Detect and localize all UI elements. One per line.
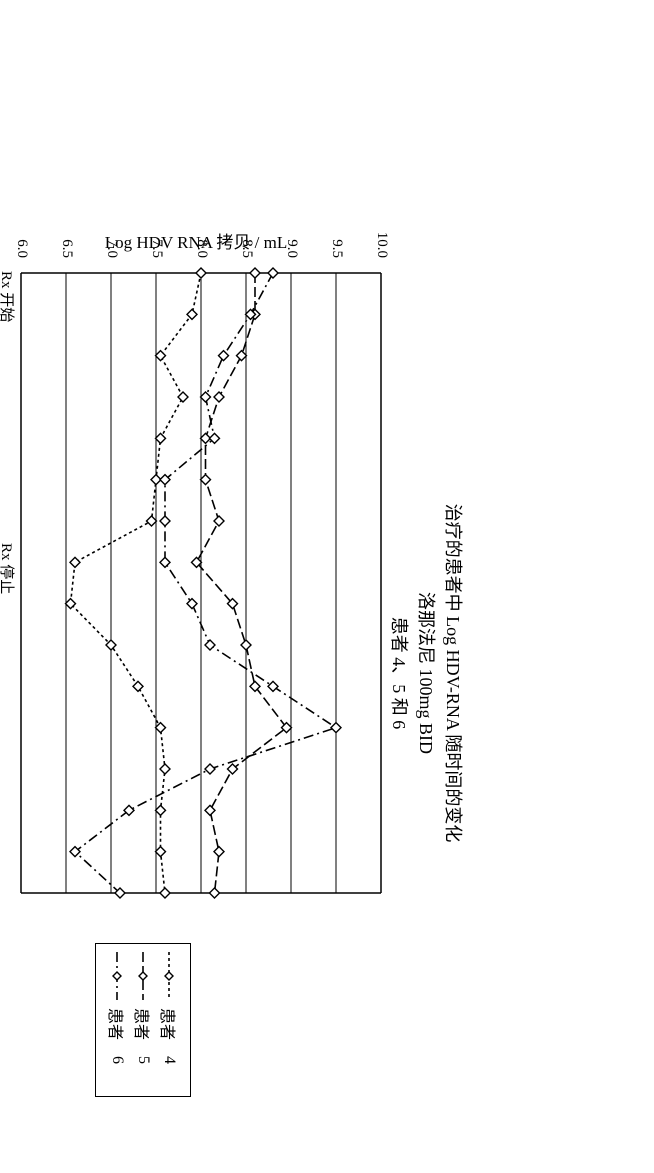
annot-rx-start: Rx 开始 <box>0 271 18 322</box>
chart-svg <box>0 263 386 903</box>
y-tick-label: 8.5 <box>238 218 255 258</box>
chart-panel: 治疗的患者中 Log HDV-RNA 随时间的变化 洛那法尼 100mg BID… <box>0 173 481 1173</box>
title-line-3: 患者 4、5 和 6 <box>385 173 412 1173</box>
y-tick-label: 6.0 <box>13 218 30 258</box>
legend-item: 患者 6 <box>104 950 130 1090</box>
legend-num: 5 <box>134 1040 152 1064</box>
y-tick-label: 9.0 <box>283 218 300 258</box>
chart-titles: 治疗的患者中 Log HDV-RNA 随时间的变化 洛那法尼 100mg BID… <box>385 173 466 1173</box>
y-tick-label: 7.5 <box>148 218 165 258</box>
legend-label: 患者 <box>105 1008 129 1040</box>
plot-area: Rx 开始 Rx 停止 <box>0 263 386 903</box>
legend-label: 患者 <box>157 1008 181 1040</box>
legend-item: 患者 4 <box>156 950 182 1090</box>
legend-label: 患者 <box>131 1008 155 1040</box>
title-line-2: 洛那法尼 100mg BID <box>412 173 439 1173</box>
y-tick-label: 8.0 <box>193 218 210 258</box>
y-tick-label: 10.0 <box>373 218 390 258</box>
legend-num: 4 <box>160 1040 178 1064</box>
title-line-1: 治疗的患者中 Log HDV-RNA 随时间的变化 <box>439 173 466 1173</box>
y-tick-label: 9.5 <box>328 218 345 258</box>
y-tick-label: 7.0 <box>103 218 120 258</box>
y-tick-label: 6.5 <box>58 218 75 258</box>
legend-num: 6 <box>108 1040 126 1064</box>
legend-item: 患者 5 <box>130 950 156 1090</box>
annot-rx-stop: Rx 停止 <box>0 543 18 594</box>
legend: 患者 4患者 5患者 6 <box>95 943 191 1097</box>
